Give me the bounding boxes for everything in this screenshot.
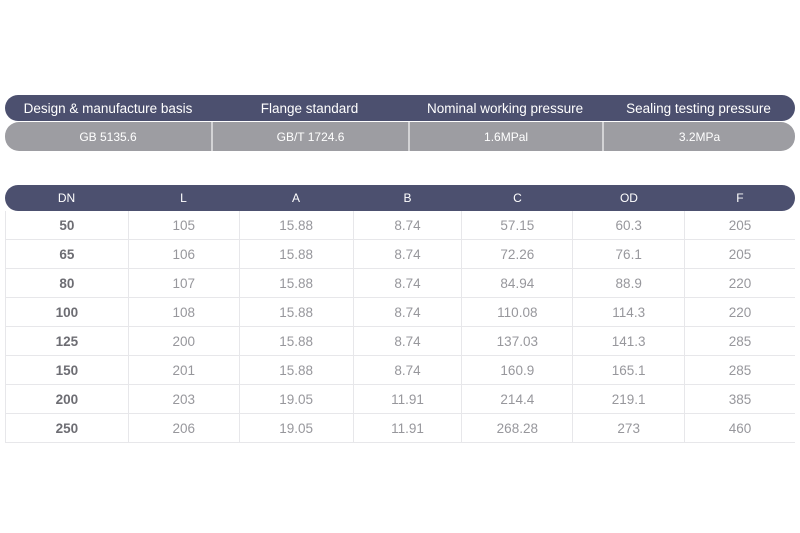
table-cell: 205 — [728, 217, 752, 233]
table-cell: 137.03 — [462, 327, 574, 355]
table-cell: 114.3 — [573, 298, 686, 326]
table-cell-dn: 150 — [6, 356, 129, 384]
table-header-cell: F — [736, 191, 744, 205]
table-cell: 15.88 — [240, 298, 354, 326]
table-cell: 214.4 — [462, 385, 574, 413]
table-header-cell: B — [403, 191, 412, 205]
table-row: 250 206 19.05 11.91 268.28 273 460 — [6, 414, 795, 443]
table-cell: 57.15 — [462, 211, 574, 239]
table-cell: 60.3 — [573, 211, 686, 239]
spec-header-cell: Flange standard — [260, 100, 359, 116]
table-cell-dn: 125 — [6, 327, 129, 355]
table-header-cell: C — [513, 191, 522, 205]
table-header-cell: A — [291, 191, 300, 205]
table-cell: 107 — [129, 269, 240, 297]
table-cell: 72.26 — [462, 240, 574, 268]
table-cell: 8.74 — [354, 327, 463, 355]
table-cell-dn: 80 — [6, 269, 129, 297]
table-row: 50 105 15.88 8.74 57.15 60.3 205 — [6, 211, 795, 240]
table-cell: 15.88 — [240, 240, 354, 268]
table-cell: 88.9 — [573, 269, 686, 297]
spec-table-body: 50 105 15.88 8.74 57.15 60.3 205 65 106 15.88 8.74… — [5, 211, 795, 443]
table-row: 100 108 15.88 8.74 110.08 114.3 220 — [6, 298, 795, 327]
table-cell: 108 — [129, 298, 240, 326]
spec-header-cell: Sealing testing pressure — [626, 100, 771, 116]
table-cell: 160.9 — [462, 356, 574, 384]
table-cell: 8.74 — [354, 269, 463, 297]
table-cell: 15.88 — [240, 327, 354, 355]
table-cell: 201 — [129, 356, 240, 384]
table-cell: 460 — [728, 420, 752, 436]
table-header-cell: OD — [619, 191, 638, 205]
table-cell: 105 — [129, 211, 240, 239]
table-cell: 11.91 — [354, 385, 463, 413]
table-cell: 19.05 — [240, 414, 354, 442]
table-cell: 11.91 — [354, 414, 463, 442]
table-cell: 8.74 — [354, 240, 463, 268]
table-row: 200 203 19.05 11.91 214.4 219.1 385 — [6, 385, 795, 414]
table-cell: 285 — [728, 333, 752, 349]
table-header-bar: DN L A B C OD F — [5, 185, 795, 211]
table-cell: 84.94 — [462, 269, 574, 297]
table-header-cell: DN — [57, 191, 76, 205]
table-cell: 200 — [129, 327, 240, 355]
table-cell: 220 — [728, 275, 752, 291]
spec-value-cell: 3.2MPa — [602, 122, 795, 151]
table-cell: 203 — [129, 385, 240, 413]
table-cell-dn: 50 — [6, 211, 129, 239]
table-cell: 206 — [129, 414, 240, 442]
table-cell: 76.1 — [573, 240, 686, 268]
table-cell-dn: 100 — [6, 298, 129, 326]
spec-value-cell: GB 5135.6 — [79, 129, 137, 144]
spec-value-bar: GB 5135.6 GB/T 1724.6 1.6MPal 3.2MPa — [5, 122, 795, 151]
table-cell: 8.74 — [354, 211, 463, 239]
spec-value-cell: GB/T 1724.6 — [211, 122, 408, 151]
table-cell: 220 — [728, 304, 752, 320]
spec-header-bar: Design & manufacture basis Flange standar… — [5, 95, 795, 121]
table-row: 80 107 15.88 8.74 84.94 88.9 220 — [6, 269, 795, 298]
table-cell: 273 — [573, 414, 686, 442]
table-row: 150 201 15.88 8.74 160.9 165.1 285 — [6, 356, 795, 385]
table-row: 65 106 15.88 8.74 72.26 76.1 205 — [6, 240, 795, 269]
table-cell: 205 — [728, 246, 752, 262]
table-cell-dn: 65 — [6, 240, 129, 268]
table-cell: 268.28 — [462, 414, 574, 442]
spec-header-cell: Design & manufacture basis — [23, 100, 193, 116]
table-cell: 141.3 — [573, 327, 686, 355]
table-cell: 285 — [728, 362, 752, 378]
spec-header-cell: Nominal working pressure — [427, 100, 584, 116]
table-cell: 219.1 — [573, 385, 686, 413]
table-cell: 385 — [728, 391, 752, 407]
table-cell: 110.08 — [462, 298, 574, 326]
table-cell: 15.88 — [240, 356, 354, 384]
table-cell: 8.74 — [354, 298, 463, 326]
table-cell: 8.74 — [354, 356, 463, 384]
table-cell: 165.1 — [573, 356, 686, 384]
table-header-cell: L — [180, 191, 187, 205]
table-cell-dn: 200 — [6, 385, 129, 413]
table-cell: 19.05 — [240, 385, 354, 413]
table-cell: 15.88 — [240, 211, 354, 239]
table-cell-dn: 250 — [6, 414, 129, 442]
spec-value-cell: 1.6MPal — [408, 122, 602, 151]
table-cell: 15.88 — [240, 269, 354, 297]
table-cell: 106 — [129, 240, 240, 268]
table-row: 125 200 15.88 8.74 137.03 141.3 285 — [6, 327, 795, 356]
